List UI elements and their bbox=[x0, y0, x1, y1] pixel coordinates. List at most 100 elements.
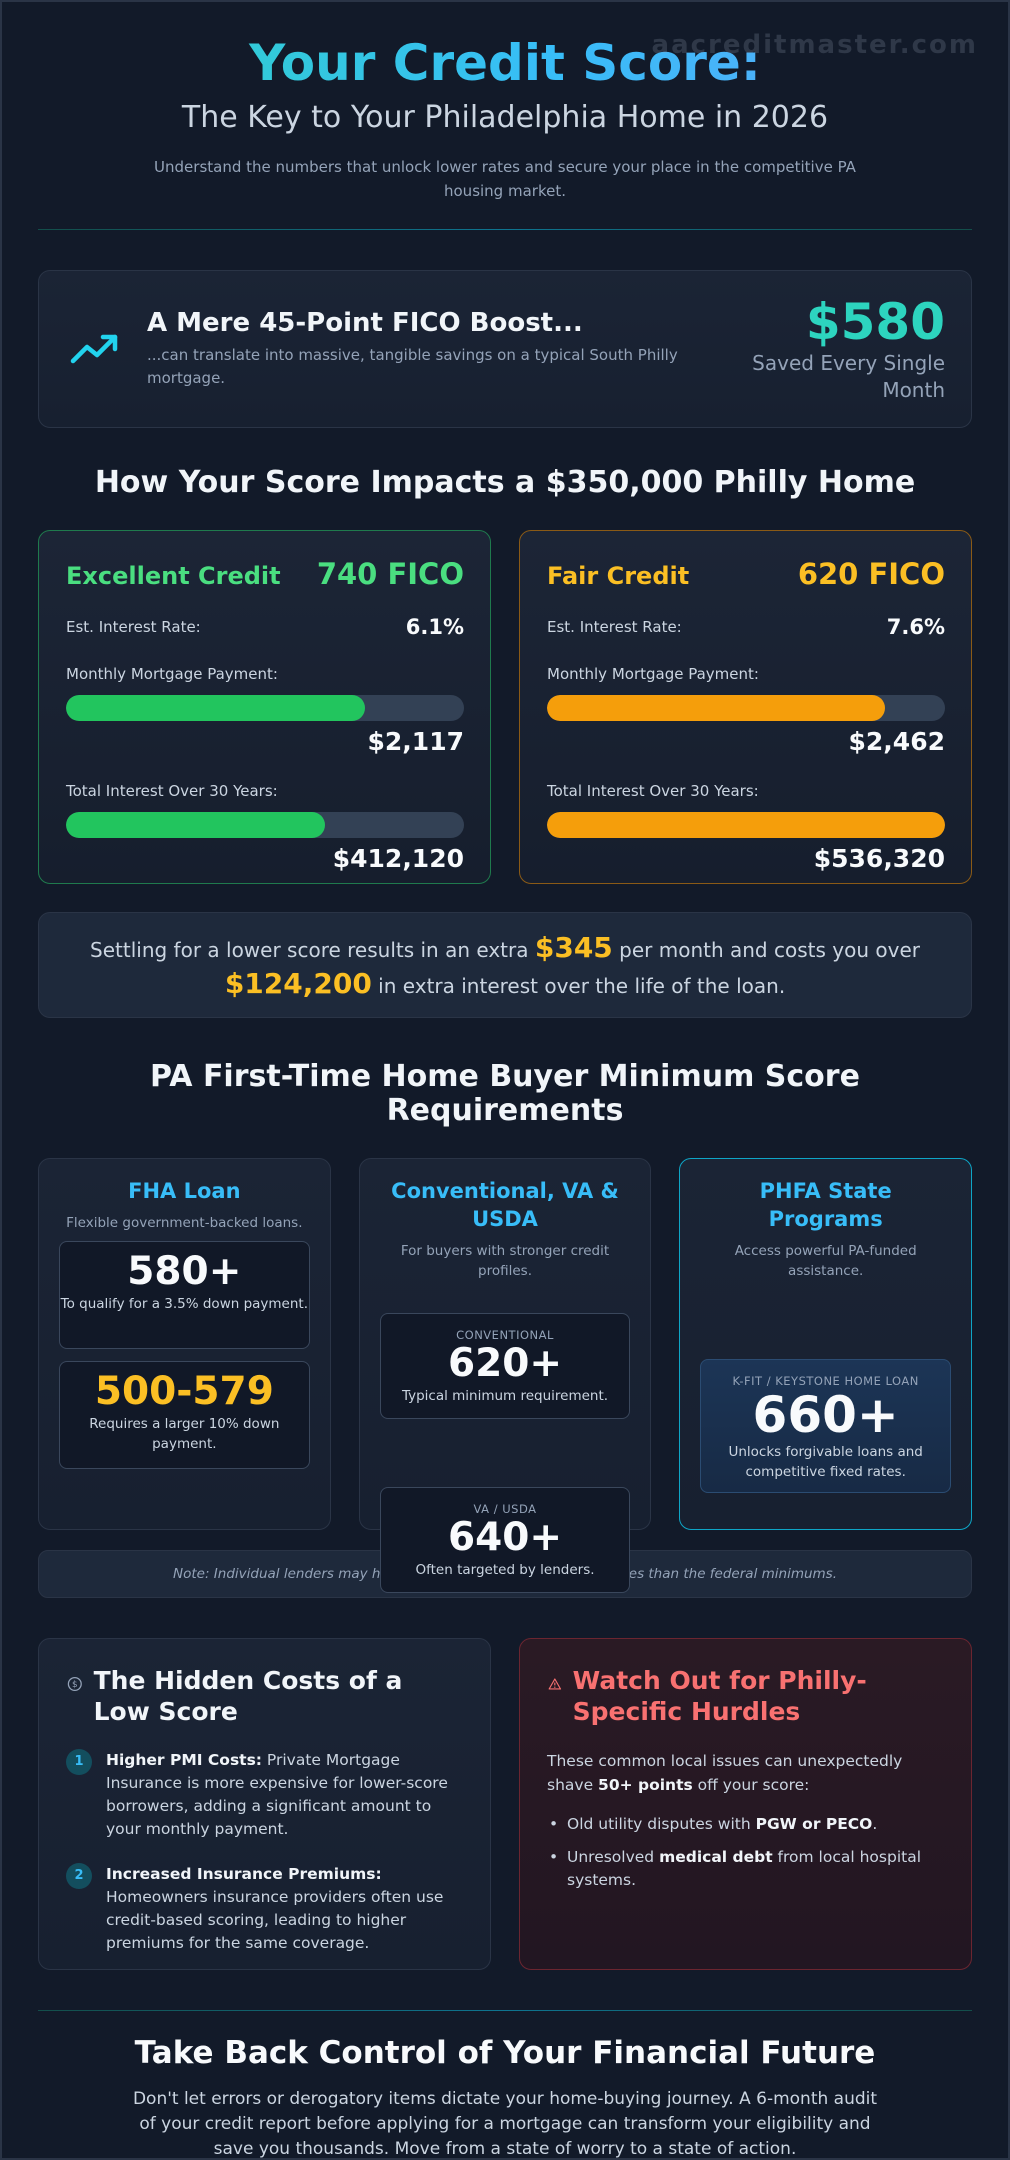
payment-value: $2,462 bbox=[848, 727, 945, 756]
card-score: 620 FICO bbox=[797, 557, 945, 591]
conventional-score-box: CONVENTIONAL 620+ Typical minimum requir… bbox=[379, 1313, 631, 1419]
interest-value: $536,320 bbox=[813, 844, 945, 873]
payment-bar bbox=[547, 695, 945, 721]
footer: Take Back Control of Your Financial Futu… bbox=[2, 2035, 1008, 2159]
intro-text: off your score: bbox=[692, 1776, 810, 1794]
interest-label: Total Interest Over 30 Years: bbox=[547, 782, 759, 800]
interest-label: Total Interest Over 30 Years: bbox=[66, 782, 278, 800]
box-label: CONVENTIONAL bbox=[456, 1328, 554, 1342]
boost-title: A Mere 45-Point FICO Boost... bbox=[147, 308, 583, 338]
footer-text: Don't let errors or derogatory items dic… bbox=[132, 2089, 878, 2159]
savings-amount: $580 bbox=[805, 293, 945, 351]
bullet-text: . bbox=[872, 1815, 878, 1833]
callout-monthly-amount: $345 bbox=[534, 931, 613, 964]
impact-heading: How Your Score Impacts a $350,000 Philly… bbox=[94, 465, 916, 500]
hurdles-list: Old utility disputes with PGW or PECO. U… bbox=[547, 1813, 944, 1892]
page-subtitle: The Key to Your Philadelphia Home in 202… bbox=[181, 100, 829, 135]
card-name: Fair Credit bbox=[547, 562, 690, 590]
rate-label: Est. Interest Rate: bbox=[547, 618, 682, 636]
payment-bar-fill bbox=[547, 695, 886, 721]
bullet-highlight: PGW or PECO bbox=[755, 1815, 873, 1833]
loan-programs: FHA Loan Flexible government-backed loan… bbox=[38, 1158, 973, 1593]
divider bbox=[38, 2010, 972, 2011]
loan-title: FHA Loan bbox=[128, 1179, 241, 1203]
loan-description: Flexible government-backed loans. bbox=[66, 1215, 303, 1231]
hidden-costs-card: $ The Hidden Costs of a Low Score 1 High… bbox=[38, 1638, 491, 1970]
payment-value: $2,117 bbox=[367, 727, 464, 756]
fha-low-score-box: 500-579 Requires a larger 10% down payme… bbox=[59, 1361, 310, 1469]
intro-highlight: 50+ points bbox=[598, 1776, 693, 1794]
bullet-text: from local hospital systems. bbox=[567, 1848, 922, 1889]
score-note: Typical minimum requirement. bbox=[401, 1388, 609, 1404]
card-title: Watch Out for Philly-Specific Hurdles bbox=[572, 1666, 867, 1726]
loan-title: PHFA State Programs bbox=[759, 1179, 892, 1231]
payment-bar-fill bbox=[66, 695, 365, 721]
score-value: 500-579 bbox=[94, 1369, 274, 1414]
box-label: VA / USDA bbox=[473, 1502, 537, 1516]
callout-text: per month and costs you over bbox=[612, 938, 920, 962]
item-heading: Increased Insurance Premiums: bbox=[106, 1865, 382, 1883]
card-name: Excellent Credit bbox=[66, 562, 281, 590]
savings-callout: Settling for a lower score results in an… bbox=[38, 912, 972, 1018]
score-value: 620+ bbox=[447, 1341, 563, 1386]
fair-credit-card: Fair Credit 620 FICO Est. Interest Rate:… bbox=[519, 530, 972, 884]
warning-triangle-icon bbox=[548, 1678, 562, 1690]
interest-bar bbox=[547, 812, 945, 838]
boost-text: A Mere 45-Point FICO Boost... ...can tra… bbox=[147, 308, 715, 390]
trending-up-icon bbox=[70, 334, 118, 364]
item-number: 1 bbox=[66, 1749, 92, 1775]
warning-cards: $ The Hidden Costs of a Low Score 1 High… bbox=[38, 1638, 972, 1970]
list-item: Old utility disputes with PGW or PECO. bbox=[547, 1813, 944, 1836]
svg-text:$: $ bbox=[72, 1680, 78, 1690]
loan-title: Conventional, VA & USDA bbox=[391, 1179, 619, 1231]
rate-value: 6.1% bbox=[405, 615, 464, 639]
item-body: Homeowners insurance providers often use… bbox=[106, 1888, 444, 1952]
score-value: 580+ bbox=[127, 1249, 242, 1294]
list-item: 1 Higher PMI Costs: Private Mortgage Ins… bbox=[66, 1749, 463, 1841]
page-title: Your Credit Score: bbox=[2, 32, 1008, 94]
callout-text: Settling for a lower score results in an… bbox=[90, 938, 535, 962]
interest-bar bbox=[66, 812, 464, 838]
phfa-score-box: K-FIT / KEYSTONE HOME LOAN 660+ Unlocks … bbox=[700, 1359, 952, 1493]
box-label: K-FIT / KEYSTONE HOME LOAN bbox=[732, 1374, 919, 1388]
card-score: 740 FICO bbox=[316, 557, 464, 591]
bullet-text: Old utility disputes with bbox=[567, 1815, 756, 1833]
bullet-text: Unresolved bbox=[567, 1848, 660, 1866]
watermark: aacreditmaster.com bbox=[651, 30, 978, 60]
interest-bar-fill bbox=[66, 812, 325, 838]
interest-value: $412,120 bbox=[332, 844, 464, 873]
hurdles-intro: These common local issues can unexpected… bbox=[547, 1749, 944, 1797]
credit-comparison: Excellent Credit 740 FICO Est. Interest … bbox=[38, 530, 972, 884]
fha-loan-card: FHA Loan Flexible government-backed loan… bbox=[38, 1158, 331, 1530]
callout-text: in extra interest over the life of the l… bbox=[371, 974, 786, 998]
boost-subtitle: ...can translate into massive, tangible … bbox=[147, 346, 678, 387]
footer-title: Take Back Control of Your Financial Futu… bbox=[134, 2035, 876, 2071]
item-body: Private Mortgage Insurance is more expen… bbox=[106, 1751, 448, 1838]
score-value: 660+ bbox=[752, 1386, 899, 1444]
boost-banner: A Mere 45-Point FICO Boost... ...can tra… bbox=[38, 270, 972, 428]
va-usda-score-box: VA / USDA 640+ Often targeted by lenders… bbox=[379, 1487, 631, 1593]
savings-caption: Saved Every Single Month bbox=[752, 351, 945, 402]
header: Your Credit Score: The Key to Your Phila… bbox=[2, 2, 1008, 203]
requirements-heading: PA First-Time Home Buyer Minimum Score R… bbox=[150, 1059, 860, 1128]
card-title: The Hidden Costs of a Low Score bbox=[93, 1666, 403, 1726]
score-note: Often targeted by lenders. bbox=[415, 1562, 595, 1578]
score-note: Unlocks forgivable loans and competitive… bbox=[728, 1444, 923, 1480]
list-item: 2 Increased Insurance Premiums: Homeowne… bbox=[66, 1863, 463, 1955]
rate-value: 7.6% bbox=[886, 615, 945, 639]
fha-score-box: 580+ To qualify for a 3.5% down payment. bbox=[59, 1241, 310, 1349]
intro-text: These common local issues can unexpected… bbox=[547, 1752, 903, 1794]
payment-label: Monthly Mortgage Payment: bbox=[547, 665, 759, 683]
phfa-programs-card: PHFA State Programs Access powerful PA-f… bbox=[679, 1158, 973, 1530]
score-value: 640+ bbox=[447, 1515, 563, 1560]
loan-description: Access powerful PA-funded assistance. bbox=[734, 1243, 917, 1279]
bullet-highlight: medical debt bbox=[659, 1848, 773, 1866]
callout-total-amount: $124,200 bbox=[224, 967, 372, 1000]
boost-savings: $580 Saved Every Single Month bbox=[715, 294, 945, 404]
score-note: To qualify for a 3.5% down payment. bbox=[60, 1296, 309, 1312]
dollar-circle-icon: $ bbox=[67, 1676, 82, 1692]
conventional-loan-card: Conventional, VA & USDA For buyers with … bbox=[358, 1158, 652, 1593]
payment-label: Monthly Mortgage Payment: bbox=[66, 665, 278, 683]
list-item: Unresolved medical debt from local hospi… bbox=[547, 1846, 944, 1892]
